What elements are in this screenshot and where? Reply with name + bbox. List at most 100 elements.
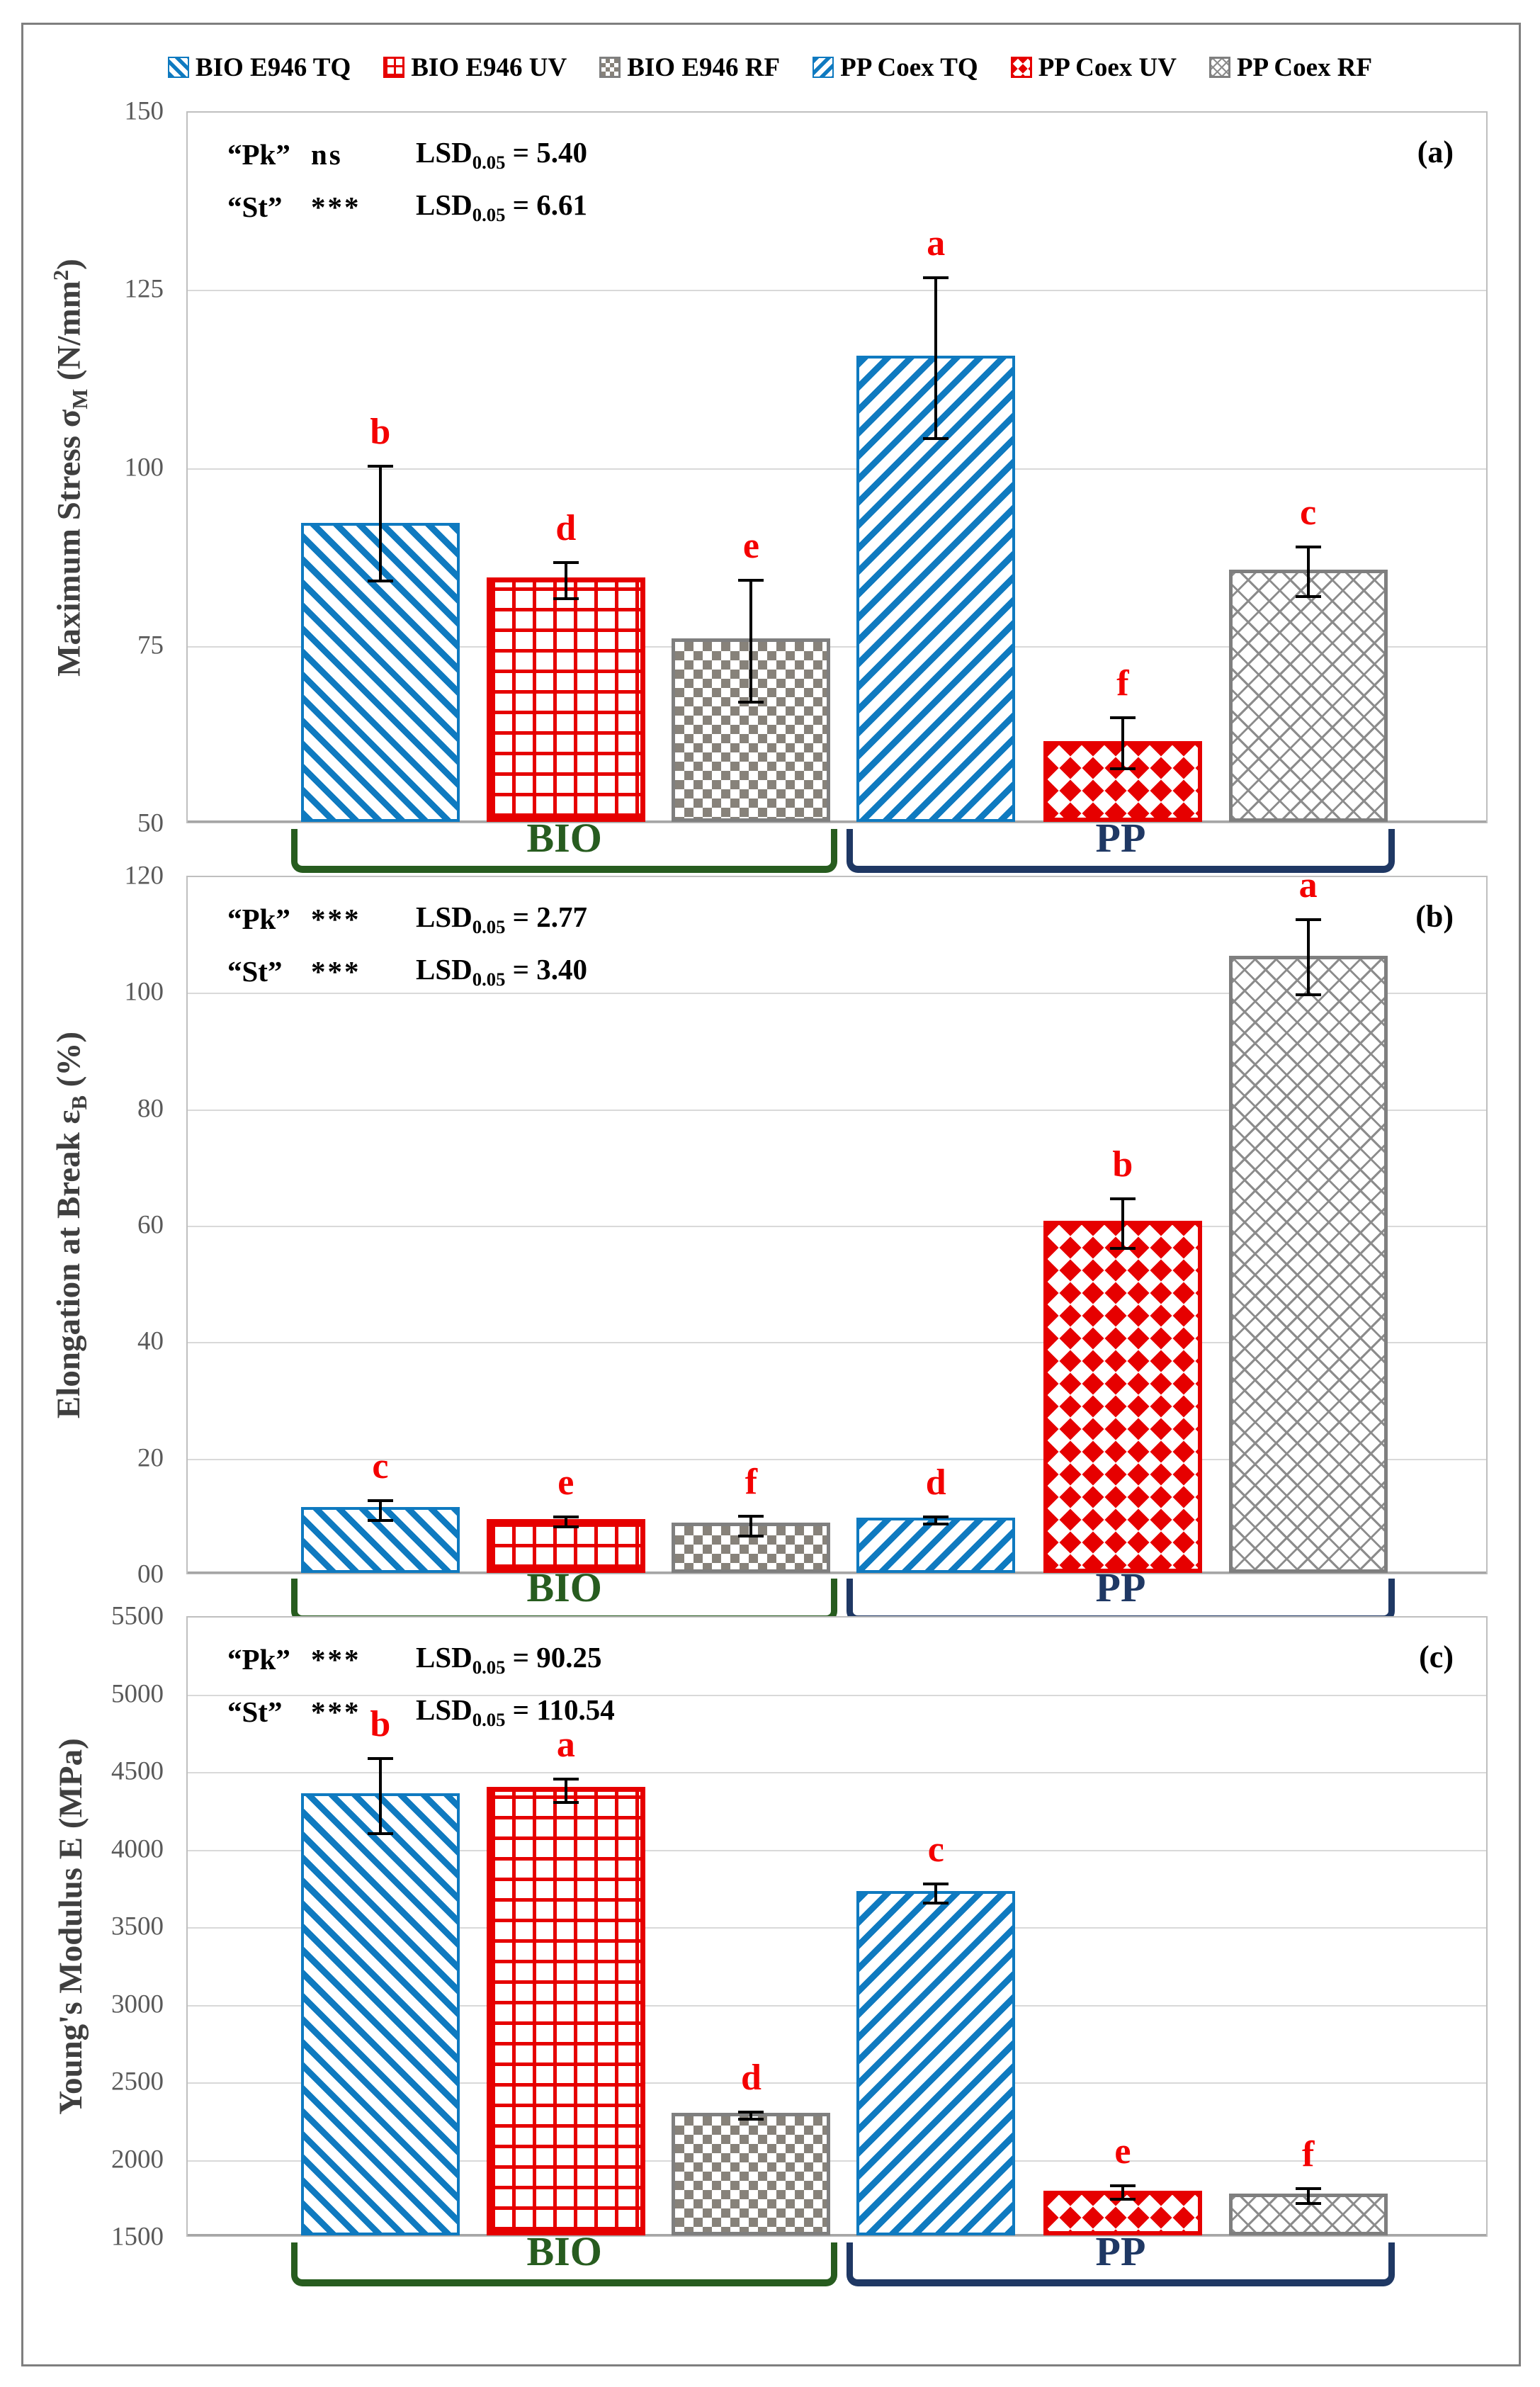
lsd-annotation-row: “Pk” *** LSD0.05 = 90.25: [227, 1633, 615, 1686]
error-bar-line: [934, 276, 938, 441]
error-bar-cap-top: [1295, 546, 1321, 549]
error-bar: [923, 1883, 949, 1905]
lsd-annotations: “Pk” *** LSD0.05 = 2.77 “St” *** LSD0.05 = 3.…: [227, 893, 587, 998]
error-bar-cap-top: [1295, 2186, 1321, 2190]
plot-area-b: “Pk” *** LSD0.05 = 2.77 “St” *** LSD0.05 = 3.…: [186, 867, 1488, 1574]
bar-bio-tq: [300, 1793, 460, 2235]
error-bar-cap-top: [923, 1515, 949, 1518]
error-bar-cap-top: [738, 1514, 764, 1518]
plot-area-c: “Pk” *** LSD0.05 = 90.25 “St” *** LSD0.05 = 1…: [186, 1616, 1488, 2237]
error-bar-cap-bottom: [553, 1800, 579, 1804]
error-bar: [1109, 716, 1136, 770]
annotation-significance: ***: [311, 955, 361, 988]
legend-swatch-pp-rf-icon: [1208, 57, 1230, 78]
gridline: [188, 2082, 1486, 2084]
error-bar-cap-top: [553, 561, 579, 565]
bar-pp-rf: [1228, 956, 1388, 1573]
legend: BIO E946 TQ BIO E946 UV BIO E946 RF PP Coex…: [28, 44, 1512, 91]
lsd-annotation-row: “St” *** LSD0.05 = 110.54: [227, 1686, 615, 1738]
legend-swatch-pp-uv-icon: [1010, 57, 1032, 78]
legend-label: BIO E946 UV: [411, 52, 567, 82]
group-label-pp: PP: [1095, 1564, 1146, 1610]
legend-label: BIO E946 TQ: [195, 52, 351, 82]
error-bar: [367, 1757, 393, 1835]
error-bar: [738, 1514, 764, 1537]
gridline: [188, 2160, 1486, 2162]
gridline: [188, 1458, 1486, 1460]
panel-label: (c): [1419, 1640, 1454, 1674]
lsd-annotation-row: “St” *** LSD0.05 = 6.61: [227, 181, 587, 233]
group-label-pp: PP: [1095, 2228, 1146, 2274]
error-bar-line: [378, 1757, 382, 1835]
error-bar-line: [749, 579, 753, 704]
error-bar: [1295, 546, 1321, 599]
legend-swatch-bio-uv-icon: [383, 57, 405, 78]
error-bar-cap-bottom: [923, 1523, 949, 1526]
error-bar-cap-top: [553, 1516, 579, 1519]
x-axis-line: [188, 820, 1486, 823]
gridline: [188, 1927, 1486, 1929]
gridline: [188, 468, 1486, 470]
annotation-factor: “Pk”: [227, 903, 290, 935]
error-bar: [923, 1515, 949, 1526]
lsd-annotations: “Pk” ns LSD0.05 = 5.40 “St” *** LSD0.05 = 6.6…: [227, 128, 587, 233]
error-bar: [923, 276, 949, 441]
y-tick-label: 125: [124, 274, 164, 304]
error-bar-cap-top: [367, 1757, 393, 1761]
significance-letter: a: [1298, 864, 1318, 905]
significance-letter: a: [556, 1724, 575, 1765]
gridline: [188, 2004, 1486, 2007]
gridline: [188, 1849, 1486, 1851]
y-tick-label: 3500: [111, 1912, 164, 1941]
error-bar: [367, 465, 393, 583]
bar-bio-uv: [486, 577, 645, 822]
significance-letter: a: [927, 223, 946, 264]
group-bracket-bio: BIO: [290, 818, 838, 873]
error-bar-cap-bottom: [1109, 767, 1136, 770]
gridline: [188, 993, 1486, 995]
significance-letter: f: [1116, 663, 1129, 704]
y-tick-label: 4500: [111, 1756, 164, 1786]
error-bar: [553, 1516, 579, 1529]
y-tick-label: 2000: [111, 2145, 164, 2174]
annotation-lsd-value: LSD0.05 = 5.40: [416, 135, 588, 174]
error-bar-cap-bottom: [1295, 2201, 1321, 2205]
error-bar-line: [1121, 716, 1124, 770]
group-bracket-pp: PP: [847, 818, 1395, 873]
significance-letter: e: [742, 526, 759, 567]
y-tick-label: 100: [124, 977, 164, 1007]
y-tick-label: 60: [137, 1210, 164, 1240]
error-bar-line: [378, 465, 382, 583]
legend-item-pp-tq: PP Coex TQ: [813, 52, 978, 83]
y-tick-label: 75: [137, 631, 164, 660]
y-tick-label: 20: [137, 1443, 164, 1473]
error-bar-cap-top: [367, 465, 393, 468]
error-bar-cap-top: [1109, 2184, 1136, 2188]
bar-pp-tq: [856, 1890, 1016, 2235]
annotation-factor: “St”: [227, 955, 283, 988]
error-bar: [1295, 2186, 1321, 2205]
error-bar-cap-bottom: [738, 1534, 764, 1537]
significance-letter: b: [370, 412, 391, 453]
error-bar-cap-top: [738, 2111, 764, 2114]
legend-swatch-pp-tq-icon: [813, 57, 834, 78]
legend-item-pp-uv: PP Coex UV: [1010, 52, 1177, 83]
y-tick-label: 100: [124, 453, 164, 482]
error-bar-line: [564, 1777, 567, 1804]
error-bar: [367, 1499, 393, 1522]
y-tick-label: 120: [124, 861, 164, 891]
lsd-annotation-row: “St” *** LSD0.05 = 3.40: [227, 945, 587, 998]
legend-item-bio-uv: BIO E946 UV: [383, 52, 567, 83]
error-bar-cap-top: [1109, 716, 1136, 720]
error-bar-line: [564, 561, 567, 601]
error-bar-cap-top: [738, 579, 764, 582]
annotation-lsd-value: LSD0.05 = 6.61: [416, 188, 588, 226]
y-axis-title: Young's Modulus E (MPa): [52, 1738, 89, 2115]
significance-letter: c: [372, 1445, 389, 1486]
error-bar-cap-bottom: [1295, 993, 1321, 997]
gridline: [188, 645, 1486, 648]
error-bar-cap-bottom: [367, 1832, 393, 1835]
error-bar-cap-bottom: [553, 1525, 579, 1529]
x-axis-line: [188, 1571, 1486, 1574]
error-bar-cap-bottom: [923, 1902, 949, 1905]
